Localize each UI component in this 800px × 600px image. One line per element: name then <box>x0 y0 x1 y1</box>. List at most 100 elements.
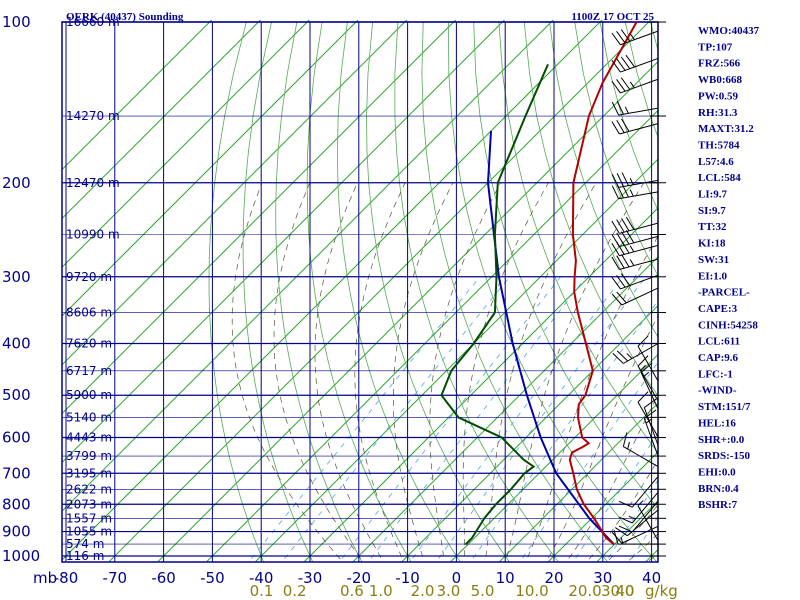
height-label: 2073 m <box>66 497 112 511</box>
moist-adiabat-line <box>462 182 549 562</box>
temperature-label: -60 <box>151 569 176 587</box>
height-label: 14270 m <box>66 109 120 123</box>
dry-adiabat-line <box>275 21 363 562</box>
index-entry: LFC:-1 <box>698 368 733 380</box>
barb-flag <box>620 29 631 42</box>
barb-flag <box>644 398 657 408</box>
pressure-label: 700 <box>2 464 31 482</box>
barb-staff <box>637 401 659 438</box>
dry-adiabat-line <box>498 21 658 454</box>
plot-border <box>61 21 659 563</box>
moist-adiabat-line <box>606 504 658 562</box>
index-entry: LCL:611 <box>698 336 740 348</box>
barb-flag <box>620 77 631 90</box>
isotherm-line <box>352 256 658 562</box>
mixing-ratio-line <box>338 276 561 562</box>
barb-flag <box>611 531 623 544</box>
height-labels: 16660 m 14270 m 12470 m 10990 m 9720 m 8606 m… <box>66 15 120 563</box>
temperature-label: -70 <box>103 569 128 587</box>
mixing-ratio-line <box>629 515 658 562</box>
pressure-label: 500 <box>2 386 31 404</box>
barb-flag <box>612 353 624 364</box>
profiles <box>440 21 638 546</box>
mixing-ratio-line <box>519 361 658 562</box>
wind-barb <box>611 54 659 73</box>
barb-half-flag <box>645 418 653 424</box>
barb-flag <box>616 241 625 255</box>
mixing-ratio-label: 3.0 <box>436 582 460 600</box>
barb-flag <box>611 256 620 270</box>
index-entry: FRZ:566 <box>698 58 741 70</box>
moist-adiabat-line <box>429 182 501 562</box>
temperature-label: -40 <box>249 569 274 587</box>
barb-flag <box>637 335 649 347</box>
index-entry: SHR+:0.0 <box>698 434 745 446</box>
mixing-ratio-label: 30.0 <box>601 582 634 600</box>
mixing-ratio-unit: g/kg <box>645 582 678 600</box>
height-label: 3195 m <box>66 466 112 480</box>
barb-staff <box>618 107 659 116</box>
wind-barb <box>611 77 659 94</box>
barb-staff <box>619 222 659 234</box>
barb-flag <box>616 100 624 115</box>
pressure-label: 1000 <box>2 547 40 565</box>
wind-barb <box>611 254 659 270</box>
barb-half-flag <box>640 364 646 371</box>
index-entry: LCL:584 <box>698 172 741 184</box>
barb-half-flag <box>629 33 635 40</box>
dry-adiabat-line <box>448 21 658 562</box>
pressure-label: 600 <box>2 429 31 447</box>
isotherm-line <box>303 207 658 562</box>
index-entry: L57:4.6 <box>698 156 734 168</box>
barb-flag <box>621 118 630 132</box>
barb-staff <box>631 476 659 508</box>
mixing-ratio-label: 0.2 <box>283 582 307 600</box>
pressure-unit-label: mb <box>33 569 57 587</box>
wind-barb <box>611 118 659 135</box>
index-entry: STM:151/7 <box>698 401 751 413</box>
moist-adiabat-line <box>545 315 658 562</box>
isotherm-line <box>547 451 658 562</box>
background-lines <box>62 20 658 562</box>
height-label: 10990 m <box>66 227 120 241</box>
barb-flag <box>620 56 631 69</box>
barb-flag <box>611 293 623 306</box>
isotherm-line <box>62 20 506 464</box>
barb-staff <box>631 501 659 533</box>
chart-timestamp: 1100Z 17 OCT 25 <box>571 11 654 23</box>
mixing-ratio-labels: 0.1 0.2 0.6 1.0 2.0 3.0 5.0 10.0 20.0 30.040 <box>250 582 635 600</box>
moist-adiabat-line <box>354 182 406 562</box>
barb-half-flag <box>629 189 634 197</box>
height-label: 6717 m <box>66 364 112 378</box>
wind-barb <box>637 500 659 541</box>
isotherm-line <box>62 20 554 512</box>
barb-staff <box>637 505 659 541</box>
temperature-label: -80 <box>54 569 79 587</box>
mixing-ratio-label: 10.0 <box>515 582 548 600</box>
temperature-label: 40 <box>642 569 661 587</box>
mixing-ratio-line <box>409 276 624 562</box>
pressure-label: 300 <box>2 268 31 286</box>
pressure-label: 200 <box>2 174 31 192</box>
barb-half-flag <box>624 106 629 114</box>
index-entry: CINH:54258 <box>698 319 758 331</box>
barb-flag <box>622 432 628 447</box>
height-label: 16660 m <box>66 15 120 29</box>
barb-half-flag <box>629 245 635 253</box>
temperature-label: 20 <box>544 569 563 587</box>
isotherm-line <box>62 20 213 171</box>
index-entry: SRDS:-150 <box>698 450 750 462</box>
wind-barb <box>640 362 659 409</box>
isotherm-line <box>108 20 652 562</box>
index-entry: TH:5784 <box>698 139 740 151</box>
dry-adiabat-line <box>208 21 265 562</box>
wind-barb <box>618 501 659 533</box>
dry-adiabat-line <box>421 21 609 562</box>
mixing-ratio-line <box>572 432 658 562</box>
isotherm-line <box>254 158 658 562</box>
wind-barb <box>637 391 659 438</box>
barb-flag <box>618 516 633 524</box>
height-label: 116 m <box>66 549 104 563</box>
barb-flag <box>621 183 629 198</box>
